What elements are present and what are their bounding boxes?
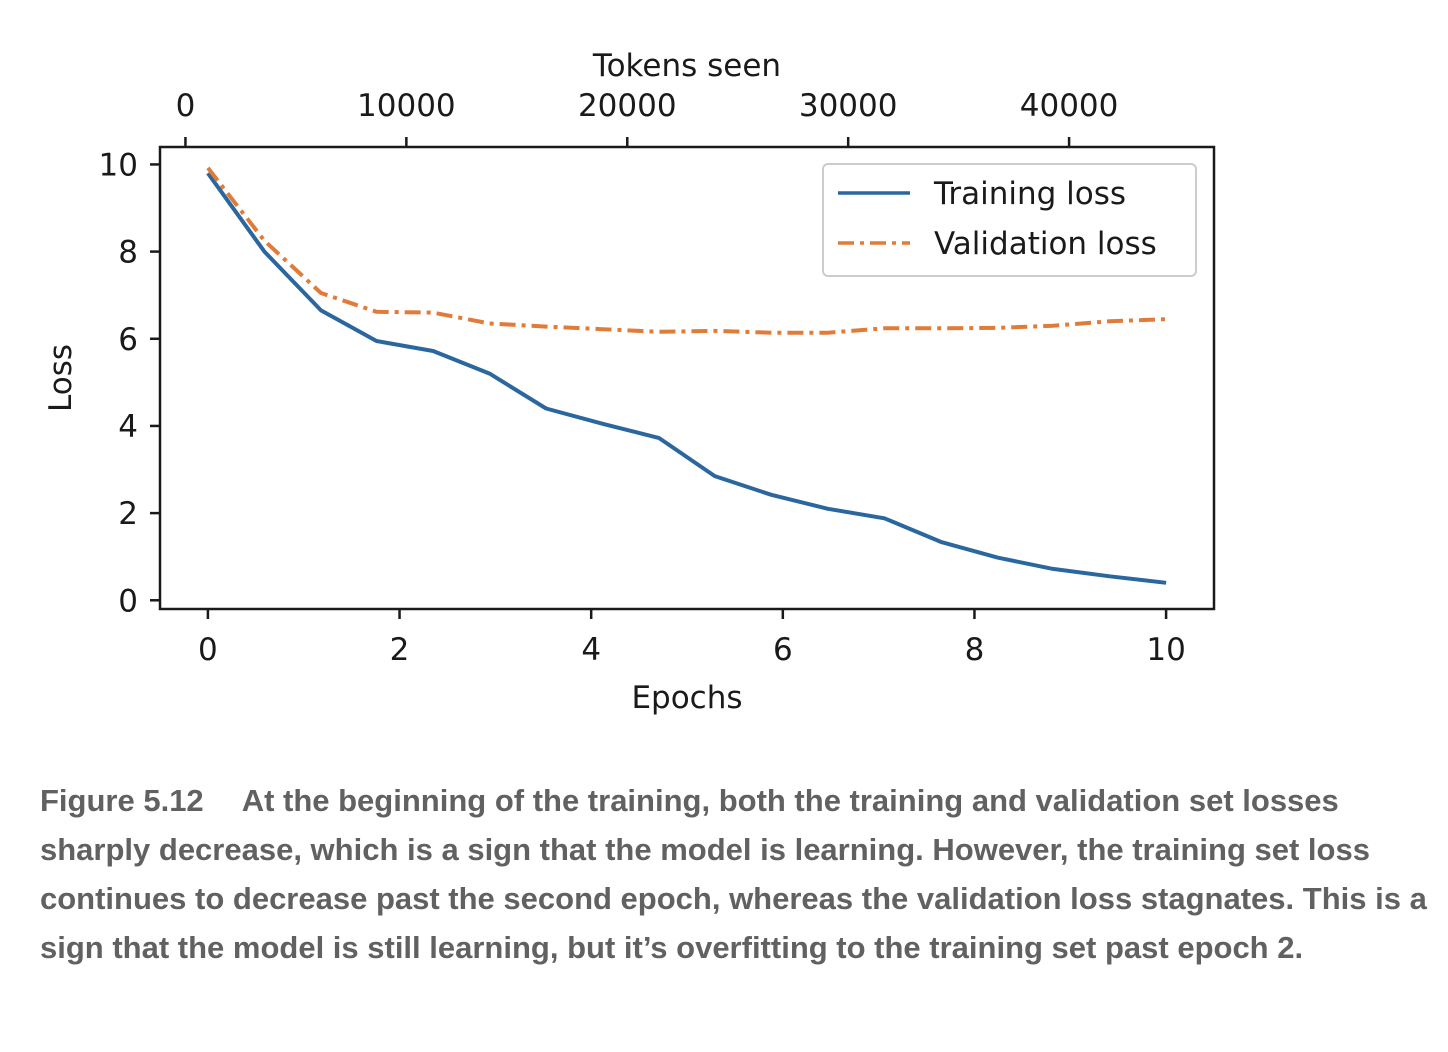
caption-text: At the beginning of the training, both t… (40, 783, 1427, 965)
x-tick-label: 10 (1146, 632, 1185, 668)
figure-label: Figure 5.12 (40, 783, 204, 818)
legend-label-training-loss: Training loss (933, 176, 1126, 212)
x2-tick-label: 0 (176, 88, 196, 124)
figure-caption: Figure 5.12 At the beginning of the train… (40, 776, 1440, 972)
legend: Training loss Validation loss (822, 163, 1197, 277)
left-axis-ticks: 0 2 4 6 8 10 (99, 147, 160, 619)
loss-chart: 0 10000 20000 30000 40000 0 2 4 6 8 10 0 2 4 6 8 10 To… (43, 48, 1216, 716)
x2-tick-label: 20000 (578, 88, 677, 124)
series-layer (206, 166, 1167, 585)
bottom-axis-ticks: 0 2 4 6 8 10 (198, 609, 1186, 668)
plot-frame (158, 145, 1216, 611)
y-tick-label: 6 (118, 322, 138, 358)
y-axis-title: Loss (43, 344, 79, 412)
legend-box (822, 163, 1197, 277)
series-line-training-loss (206, 172, 1167, 585)
x2-axis-title: Tokens seen (592, 48, 781, 84)
x2-tick-label: 10000 (357, 88, 456, 124)
x2-tick-label: 40000 (1020, 88, 1119, 124)
y-tick-label: 10 (99, 147, 138, 183)
x-tick-label: 8 (965, 632, 985, 668)
y-tick-label: 2 (118, 496, 138, 532)
legend-label-validation-loss: Validation loss (934, 226, 1157, 262)
top-axis-ticks: 0 10000 20000 30000 40000 (176, 88, 1119, 147)
x-tick-label: 0 (198, 632, 218, 668)
x-tick-label: 6 (773, 632, 793, 668)
x-axis-title: Epochs (631, 680, 742, 716)
x-tick-label: 4 (581, 632, 601, 668)
x2-tick-label: 30000 (799, 88, 898, 124)
y-tick-label: 8 (118, 235, 138, 271)
y-tick-label: 4 (118, 409, 138, 445)
y-tick-label: 0 (118, 583, 138, 619)
x-tick-label: 2 (390, 632, 410, 668)
